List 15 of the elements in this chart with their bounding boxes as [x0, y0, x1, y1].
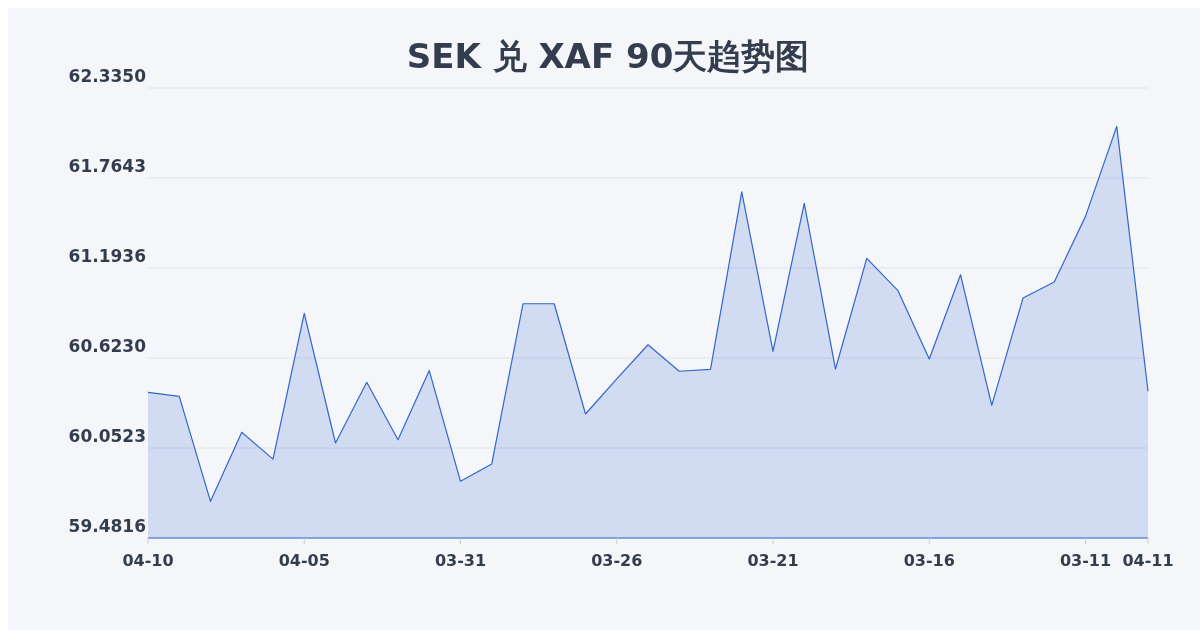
- x-tick-label: 04-11: [1122, 551, 1174, 570]
- x-tick-label: 03-21: [747, 551, 799, 570]
- x-tick-label: 04-05: [278, 551, 330, 570]
- x-tick-label: 04-10: [122, 551, 174, 570]
- chart-title: SEK 兑 XAF 90天趋势图: [406, 36, 810, 76]
- y-tick-label: 60.0523: [68, 426, 146, 446]
- y-tick-label: 61.1936: [68, 246, 146, 267]
- y-tick-label: 62.3350: [68, 66, 147, 86]
- y-tick-label: 59.4816: [68, 516, 146, 536]
- y-tick-label: 61.7643: [68, 156, 146, 176]
- x-tick-label: 03-31: [434, 551, 487, 570]
- x-tick-label: 03-11: [1059, 551, 1112, 570]
- x-tick-label: 03-26: [591, 551, 643, 570]
- x-tick-label: 03-16: [903, 551, 955, 570]
- y-tick-label: 60.6230: [68, 335, 147, 356]
